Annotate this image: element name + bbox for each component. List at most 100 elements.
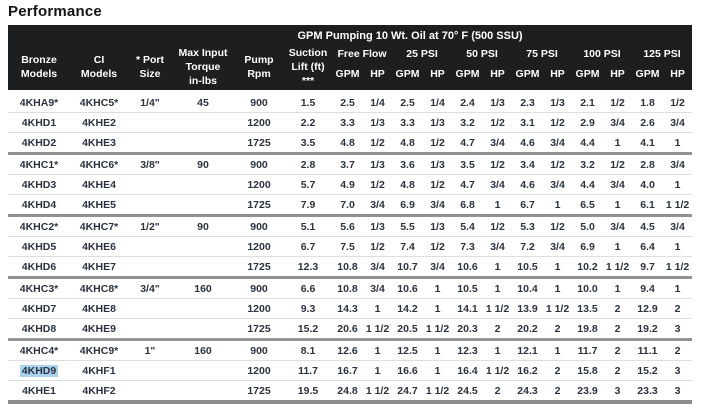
gpm-cell: 6.4	[632, 236, 663, 258]
hp-cell: 1	[663, 132, 693, 156]
selection-highlight: 4KHD9	[19, 365, 59, 378]
gpm-cell: 4.0	[632, 174, 663, 196]
gpm-cell: 10.7	[392, 256, 423, 280]
gpm-cell: 16.4	[452, 360, 483, 382]
gpm-cell: 5.3	[512, 215, 543, 238]
hp-cell: 1	[363, 298, 392, 320]
hp-cell: 2	[603, 339, 632, 362]
hp-cell: 1/3	[423, 215, 452, 238]
gpm-cell: 3.7	[332, 153, 363, 176]
hp-cell: 1	[603, 194, 632, 218]
hp-cell: 1	[483, 339, 512, 362]
gpm-cell: 4.8	[332, 132, 363, 156]
gpm-cell: 4.1	[632, 132, 663, 156]
col-header-gpm: GPM	[632, 64, 663, 91]
hp-cell: 2	[483, 380, 512, 405]
ci-model-cell: 4KHC6*	[70, 153, 128, 176]
hp-cell: 3/4	[663, 112, 693, 134]
hp-cell: 1	[423, 298, 452, 320]
suction-lift-cell: 12.3	[284, 256, 332, 280]
gpm-cell: 4.5	[632, 215, 663, 238]
gpm-cell: 7.4	[392, 236, 423, 258]
hp-cell: 3/4	[483, 236, 512, 258]
torque-cell: 45	[172, 90, 234, 114]
hp-cell: 1/2	[483, 112, 512, 134]
gpm-cell: 10.5	[452, 277, 483, 300]
table-row: 4KHD3 4KHE4 1200 5.7 4.9 1/2 4.8 1/2 4.7 3/4 4.6 3/…	[8, 174, 693, 196]
hp-cell: 1/2	[543, 153, 572, 176]
suction-lift-cell: 2.8	[284, 153, 332, 176]
ci-model-cell: 4KHC8*	[70, 277, 128, 300]
gpm-cell: 10.0	[572, 277, 603, 300]
port-size-cell	[128, 380, 172, 405]
gpm-cell: 4.8	[392, 174, 423, 196]
hp-cell: 1/3	[483, 90, 512, 114]
gpm-cell: 3.2	[452, 112, 483, 134]
col-header-port-size: * Port Size	[128, 45, 172, 91]
rpm-cell: 1725	[234, 132, 284, 156]
table-row: 4KHD9 4KHF1 1200 11.7 16.7 1 16.6 1 16.4 1 1/2 16.…	[8, 360, 693, 382]
ci-model-cell: 4KHF2	[70, 380, 128, 405]
column-header-row: Bronze Models CI Models * Port Size Max …	[8, 45, 693, 91]
bronze-model-cell: 4KHD5	[8, 236, 70, 258]
torque-cell	[172, 112, 234, 134]
col-header-hp: HP	[603, 64, 632, 91]
port-size-cell	[128, 298, 172, 320]
gpm-cell: 2.1	[572, 90, 603, 114]
table-body: 4KHA9* 4KHC5* 1/4" 45 900 1.5 2.5 1/4 2.5 1/4 2.4 1…	[8, 90, 693, 405]
table-row: 4KHE1 4KHF2 1725 19.5 24.8 1 1/2 24.7 1 1/2 24.5…	[8, 380, 693, 405]
gpm-cell: 4.8	[392, 132, 423, 156]
hp-cell: 3/4	[543, 174, 572, 196]
hp-cell: 3/4	[663, 153, 693, 176]
hp-cell: 1/2	[423, 174, 452, 196]
hp-cell: 3	[663, 360, 693, 382]
torque-cell	[172, 194, 234, 218]
page-title: Performance	[8, 3, 102, 20]
gpm-cell: 19.2	[632, 318, 663, 342]
port-size-cell: 3/4"	[128, 277, 172, 300]
hp-cell: 1 1/2	[603, 256, 632, 280]
hp-cell: 1 1/2	[423, 318, 452, 342]
hp-cell: 1/2	[363, 174, 392, 196]
gpm-cell: 2.5	[332, 90, 363, 114]
hp-cell: 1/3	[423, 153, 452, 176]
col-header-gpm: GPM	[512, 64, 543, 91]
gpm-cell: 16.6	[392, 360, 423, 382]
gpm-cell: 2.3	[512, 90, 543, 114]
gpm-cell: 10.6	[392, 277, 423, 300]
gpm-cell: 10.6	[452, 256, 483, 280]
col-header-pump-rpm: Pump Rpm	[234, 45, 284, 91]
rpm-cell: 900	[234, 277, 284, 300]
hp-cell: 1	[663, 277, 693, 300]
col-header-hp: HP	[663, 64, 693, 91]
table-row: 4KHC2* 4KHC7* 1/2" 90 900 5.1 5.6 1/3 5.5 1/3 5.4 1…	[8, 215, 693, 238]
gpm-cell: 3.3	[392, 112, 423, 134]
bronze-model-cell: 4KHC2*	[8, 215, 70, 238]
port-size-cell	[128, 132, 172, 156]
gpm-cell: 6.8	[452, 194, 483, 218]
suction-lift-cell: 9.3	[284, 298, 332, 320]
gpm-cell: 1.8	[632, 90, 663, 114]
ci-model-cell: 4KHF1	[70, 360, 128, 382]
hp-cell: 2	[483, 318, 512, 342]
hp-cell: 1	[423, 360, 452, 382]
hp-cell: 1	[423, 277, 452, 300]
port-size-cell	[128, 360, 172, 382]
ci-model-cell: 4KHC5*	[70, 90, 128, 114]
hp-cell: 1 1/2	[543, 298, 572, 320]
hp-cell: 3	[663, 318, 693, 342]
col-header-suction-lift: Suction Lift (ft) ***	[284, 45, 332, 91]
ci-model-cell: 4KHC7*	[70, 215, 128, 238]
hp-cell: 2	[543, 360, 572, 382]
table-row: 4KHC3* 4KHC8* 3/4" 160 900 6.6 10.8 3/4 10.6 1 10.…	[8, 277, 693, 300]
table-row: 4KHD2 4KHE3 1725 3.5 4.8 1/2 4.8 1/2 4.7 3/4 4.6 3/…	[8, 132, 693, 156]
gpm-cell: 13.5	[572, 298, 603, 320]
gpm-cell: 4.6	[512, 132, 543, 156]
gpm-cell: 14.1	[452, 298, 483, 320]
gpm-cell: 12.9	[632, 298, 663, 320]
ci-model-cell: 4KHE8	[70, 298, 128, 320]
gpm-cell: 20.6	[332, 318, 363, 342]
bronze-model-cell: 4KHE1	[8, 380, 70, 405]
ci-model-cell: 4KHE4	[70, 174, 128, 196]
hp-cell: 3/4	[603, 215, 632, 238]
